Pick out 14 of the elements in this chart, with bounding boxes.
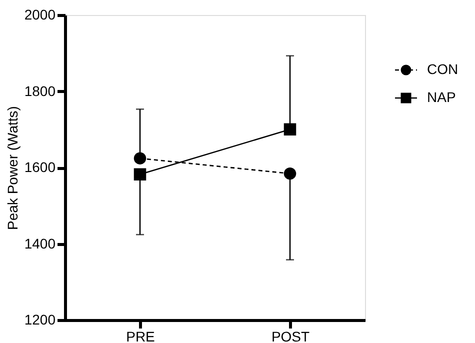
point [284,167,296,180]
y-tick-label: 1600 [24,159,56,175]
legend-label: NAP [427,89,456,105]
x-tick-label: PRE [126,328,155,343]
y-axis-title: Peak Power (Watts) [4,106,20,230]
point [134,168,146,180]
y-tick-label: 2000 [24,6,56,22]
point [284,123,296,136]
point [134,152,146,164]
y-tick-label: 1400 [24,235,56,252]
y-tick-label: 1800 [24,82,56,99]
y-tick-label: 1200 [24,312,56,328]
legend-label: CON [427,61,458,77]
x-tick-label: POST [271,328,310,343]
